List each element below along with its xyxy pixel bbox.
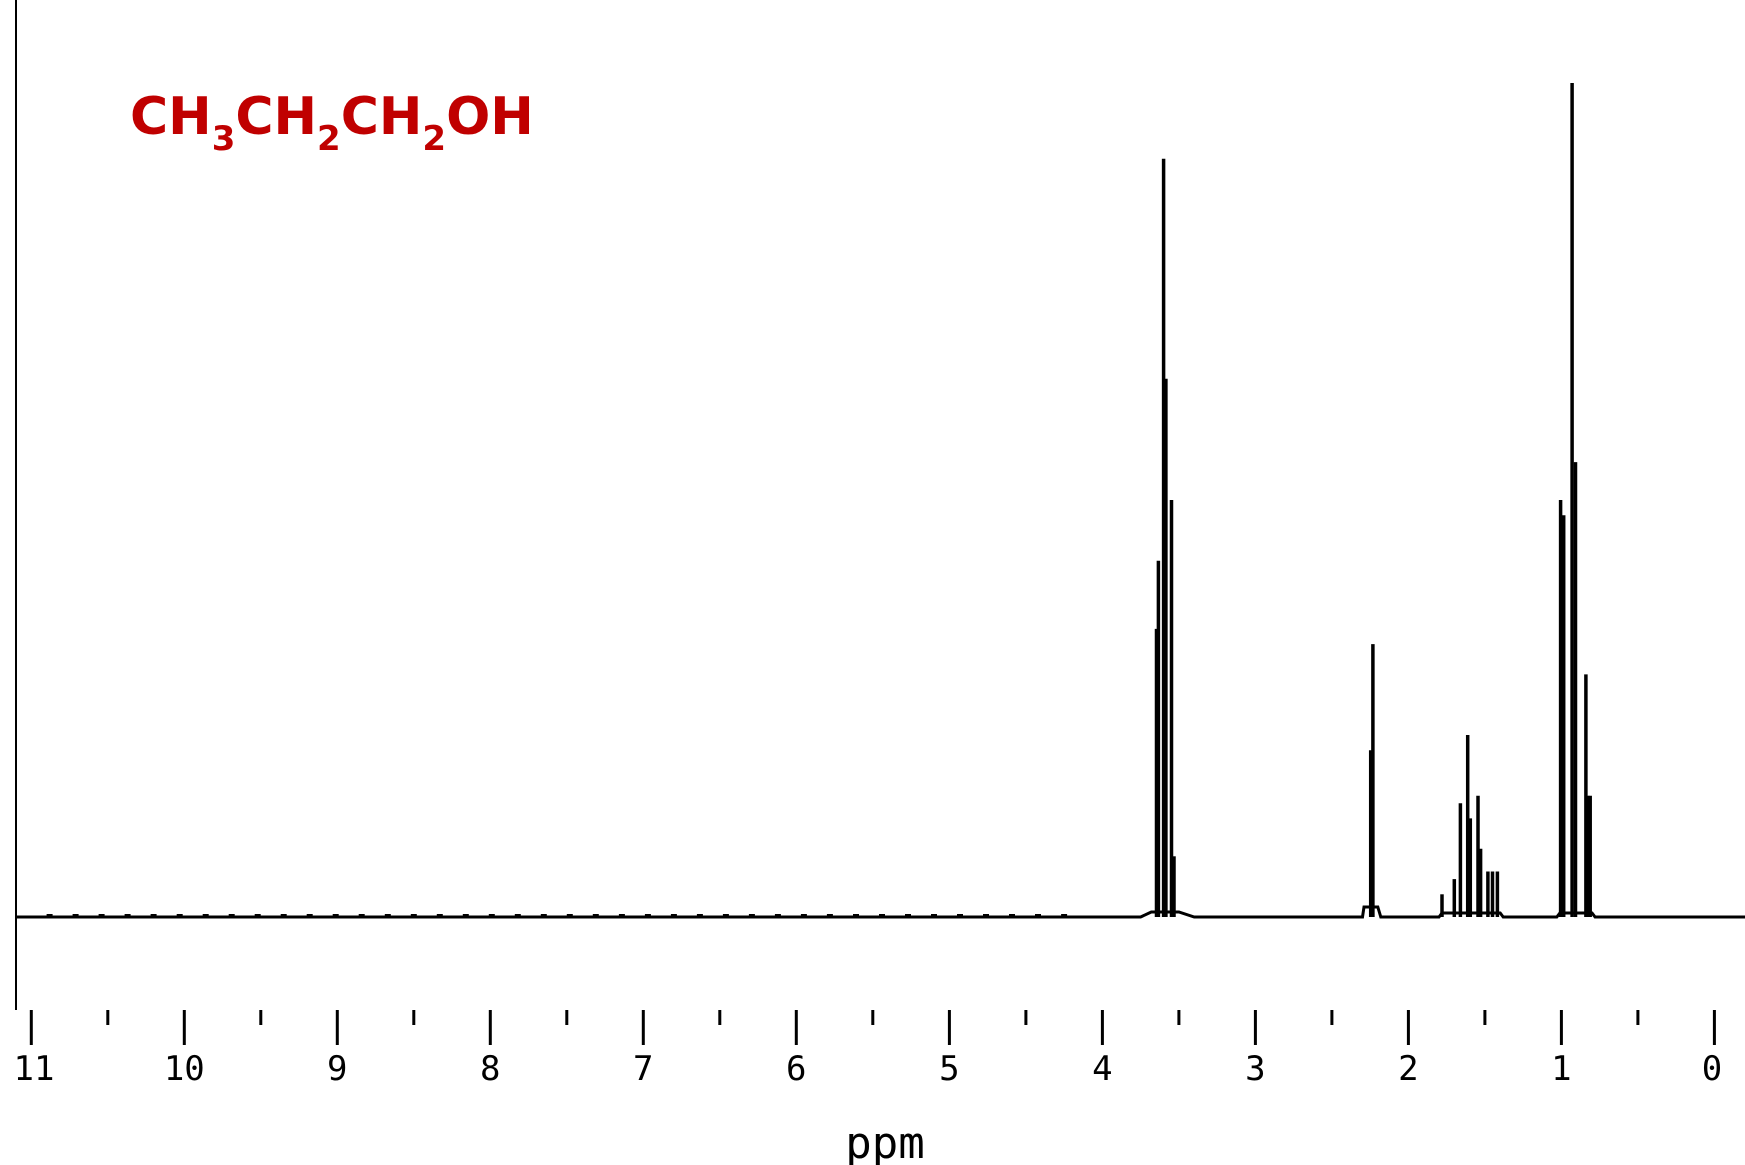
- tick-label: 9: [327, 1049, 347, 1089]
- tick-label: 10: [164, 1049, 205, 1089]
- formula-subscript: 2: [422, 119, 446, 159]
- formula-subscript: 2: [317, 119, 341, 159]
- tick-label: 3: [1245, 1049, 1265, 1089]
- tick-label: 11: [14, 1049, 55, 1089]
- x-axis-minor-ticks: [106, 1010, 1640, 1025]
- formula-part: CH: [341, 87, 423, 147]
- tick-label: 2: [1398, 1049, 1418, 1089]
- tick-label: 4: [1092, 1049, 1112, 1089]
- tick-label: 7: [633, 1049, 653, 1089]
- tick-label: 5: [939, 1049, 959, 1089]
- spectrum-trace: [16, 905, 1745, 919]
- tick-label: 6: [786, 1049, 806, 1089]
- formula-part: CH: [130, 87, 212, 147]
- peaks: [1154, 83, 1592, 917]
- formula-part: OH: [446, 87, 534, 147]
- x-axis-tick-labels: 11 10 9 8 7 6 5 4 3 2 1 0: [14, 1049, 1723, 1089]
- formula-subscript: 3: [212, 119, 236, 159]
- tick-label: 8: [480, 1049, 500, 1089]
- x-axis-title: ppm: [845, 1118, 924, 1165]
- x-axis-major-ticks: [29, 1010, 1716, 1045]
- tick-label: 0: [1702, 1049, 1722, 1089]
- tick-label: 1: [1551, 1049, 1571, 1089]
- formula-part: CH: [235, 87, 317, 147]
- molecule-formula: CH3CH2CH2OH: [130, 87, 534, 159]
